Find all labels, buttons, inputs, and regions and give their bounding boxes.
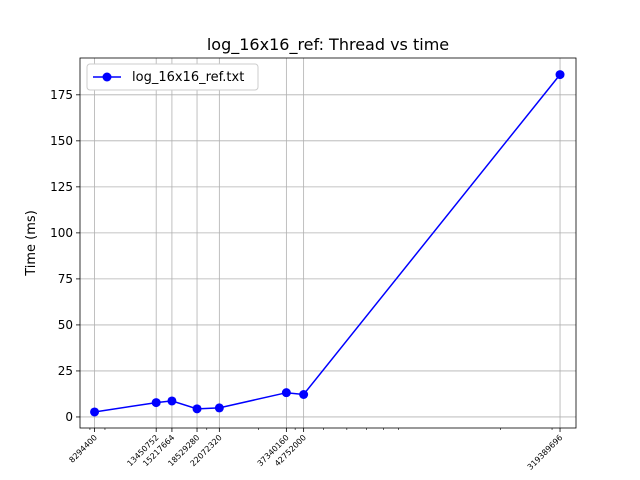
- y-axis-label: Time (ms): [24, 210, 39, 277]
- y-tick-label: 25: [58, 364, 73, 378]
- data-point: [167, 396, 177, 406]
- y-tick-label: 75: [58, 272, 73, 286]
- legend: log_16x16_ref.txt: [86, 63, 259, 91]
- legend-box: [86, 63, 259, 91]
- grid: [80, 58, 576, 428]
- y-tick-label: 0: [65, 410, 73, 424]
- data-point: [151, 398, 161, 408]
- chart-title: log_16x16_ref: Thread vs time: [207, 35, 449, 55]
- y-tick-label: 125: [50, 180, 73, 194]
- data-point: [299, 389, 309, 399]
- plot-frame: [79, 57, 577, 429]
- data-point: [281, 388, 291, 398]
- legend-label: log_16x16_ref.txt: [132, 70, 244, 85]
- data-point: [90, 407, 100, 417]
- data-point: [214, 403, 224, 413]
- data-point: [555, 70, 565, 80]
- legend-marker: [102, 72, 112, 82]
- y-tick-label: 50: [58, 318, 73, 332]
- y-tick-label: 150: [50, 134, 73, 148]
- data-point: [192, 404, 202, 414]
- series-layer: [90, 70, 565, 417]
- y-tick-label: 100: [50, 226, 73, 240]
- y-tick-label: 175: [50, 88, 73, 102]
